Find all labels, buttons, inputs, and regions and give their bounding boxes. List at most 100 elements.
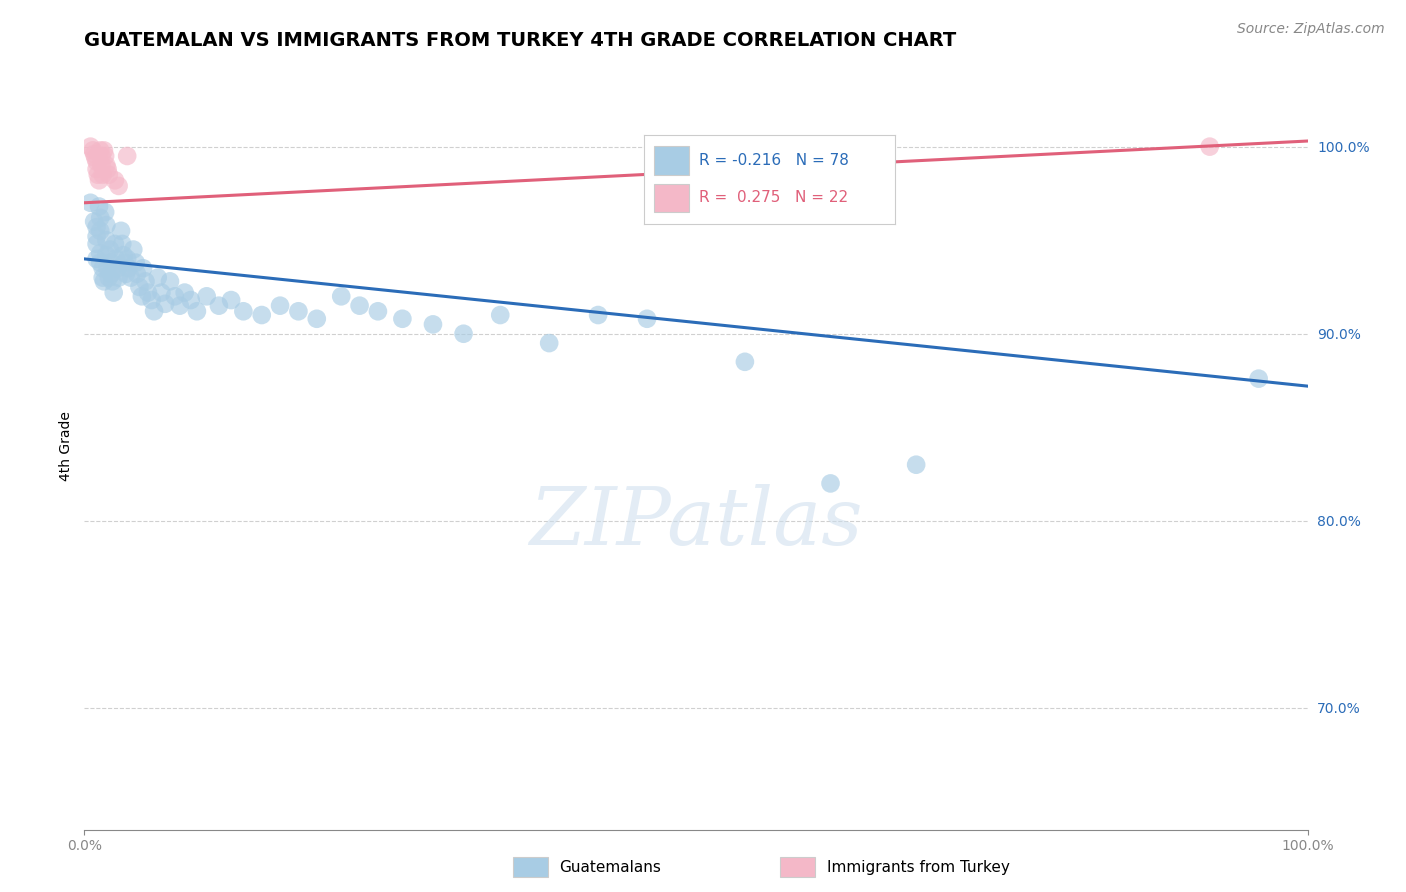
Point <box>86 229 108 244</box>
Bar <box>654 146 689 175</box>
Point <box>98 243 121 257</box>
Point <box>89 224 111 238</box>
Point <box>79 195 101 210</box>
Point <box>83 147 105 161</box>
Point <box>422 318 444 332</box>
Point <box>94 205 117 219</box>
Point <box>86 236 108 251</box>
Point <box>636 311 658 326</box>
Point <box>141 293 163 307</box>
Point <box>122 243 145 257</box>
Point <box>153 297 176 311</box>
Point <box>169 299 191 313</box>
Point <box>114 255 136 269</box>
Point <box>453 326 475 341</box>
Point <box>89 144 111 158</box>
Point <box>97 162 120 177</box>
Text: R = -0.216   N = 78: R = -0.216 N = 78 <box>699 153 849 168</box>
Point <box>104 236 127 251</box>
Point <box>120 270 142 285</box>
Point <box>586 308 609 322</box>
Point <box>104 173 127 187</box>
Point <box>86 252 108 266</box>
Point <box>100 255 122 269</box>
Point <box>219 293 242 307</box>
Point <box>91 261 114 276</box>
Point <box>96 158 118 172</box>
Point <box>1198 139 1220 153</box>
Point <box>128 280 150 294</box>
Point <box>135 274 157 288</box>
Point <box>111 236 134 251</box>
Point <box>232 304 254 318</box>
Point <box>115 149 138 163</box>
Point <box>96 248 118 262</box>
Point <box>125 255 148 269</box>
Point <box>1247 371 1270 385</box>
Point <box>107 270 129 285</box>
Point <box>117 261 139 276</box>
Point <box>107 178 129 193</box>
Point <box>93 144 115 158</box>
Point <box>330 289 353 303</box>
Point <box>734 355 756 369</box>
Point <box>269 299 291 313</box>
Point <box>367 304 389 318</box>
Point <box>489 308 512 322</box>
Point <box>91 270 114 285</box>
Point <box>110 224 132 238</box>
Text: Guatemalans: Guatemalans <box>560 860 661 874</box>
Point <box>195 289 218 303</box>
Text: R =  0.275   N = 22: R = 0.275 N = 22 <box>699 190 849 205</box>
Text: Source: ZipAtlas.com: Source: ZipAtlas.com <box>1237 22 1385 37</box>
Point <box>86 220 108 235</box>
Point <box>208 299 231 313</box>
Point <box>115 252 138 266</box>
Point <box>97 270 120 285</box>
Point <box>143 304 166 318</box>
Point <box>115 267 138 281</box>
Point <box>89 255 111 269</box>
Point <box>90 149 112 163</box>
Point <box>305 311 328 326</box>
Point <box>349 299 371 313</box>
Point <box>831 139 853 153</box>
Text: GUATEMALAN VS IMMIGRANTS FROM TURKEY 4TH GRADE CORRELATION CHART: GUATEMALAN VS IMMIGRANTS FROM TURKEY 4TH… <box>84 30 956 50</box>
Bar <box>654 184 689 212</box>
Point <box>905 458 928 472</box>
Point <box>538 336 561 351</box>
Point <box>100 267 122 281</box>
Point <box>93 274 115 288</box>
Point <box>79 139 101 153</box>
Point <box>186 304 208 318</box>
Point <box>287 304 309 318</box>
Point <box>180 293 202 307</box>
Point <box>103 285 125 300</box>
Point <box>150 285 173 300</box>
Point <box>87 168 110 182</box>
Point <box>101 274 124 288</box>
Point <box>96 218 118 232</box>
Point <box>132 261 155 276</box>
Point <box>87 173 110 187</box>
Point <box>125 267 148 281</box>
Point <box>96 233 118 247</box>
Point <box>131 289 153 303</box>
Point <box>89 246 111 260</box>
Point <box>173 285 195 300</box>
Point <box>89 211 111 225</box>
Point <box>105 261 128 276</box>
Y-axis label: 4th Grade: 4th Grade <box>59 411 73 481</box>
Point <box>82 144 104 158</box>
Point <box>86 154 108 169</box>
Point <box>94 149 117 163</box>
Point <box>97 261 120 276</box>
Point <box>112 248 135 262</box>
Text: Immigrants from Turkey: Immigrants from Turkey <box>827 860 1010 874</box>
Point <box>105 252 128 266</box>
Point <box>97 168 120 182</box>
Point <box>146 270 169 285</box>
Point <box>391 311 413 326</box>
Point <box>87 200 110 214</box>
Point <box>820 476 842 491</box>
